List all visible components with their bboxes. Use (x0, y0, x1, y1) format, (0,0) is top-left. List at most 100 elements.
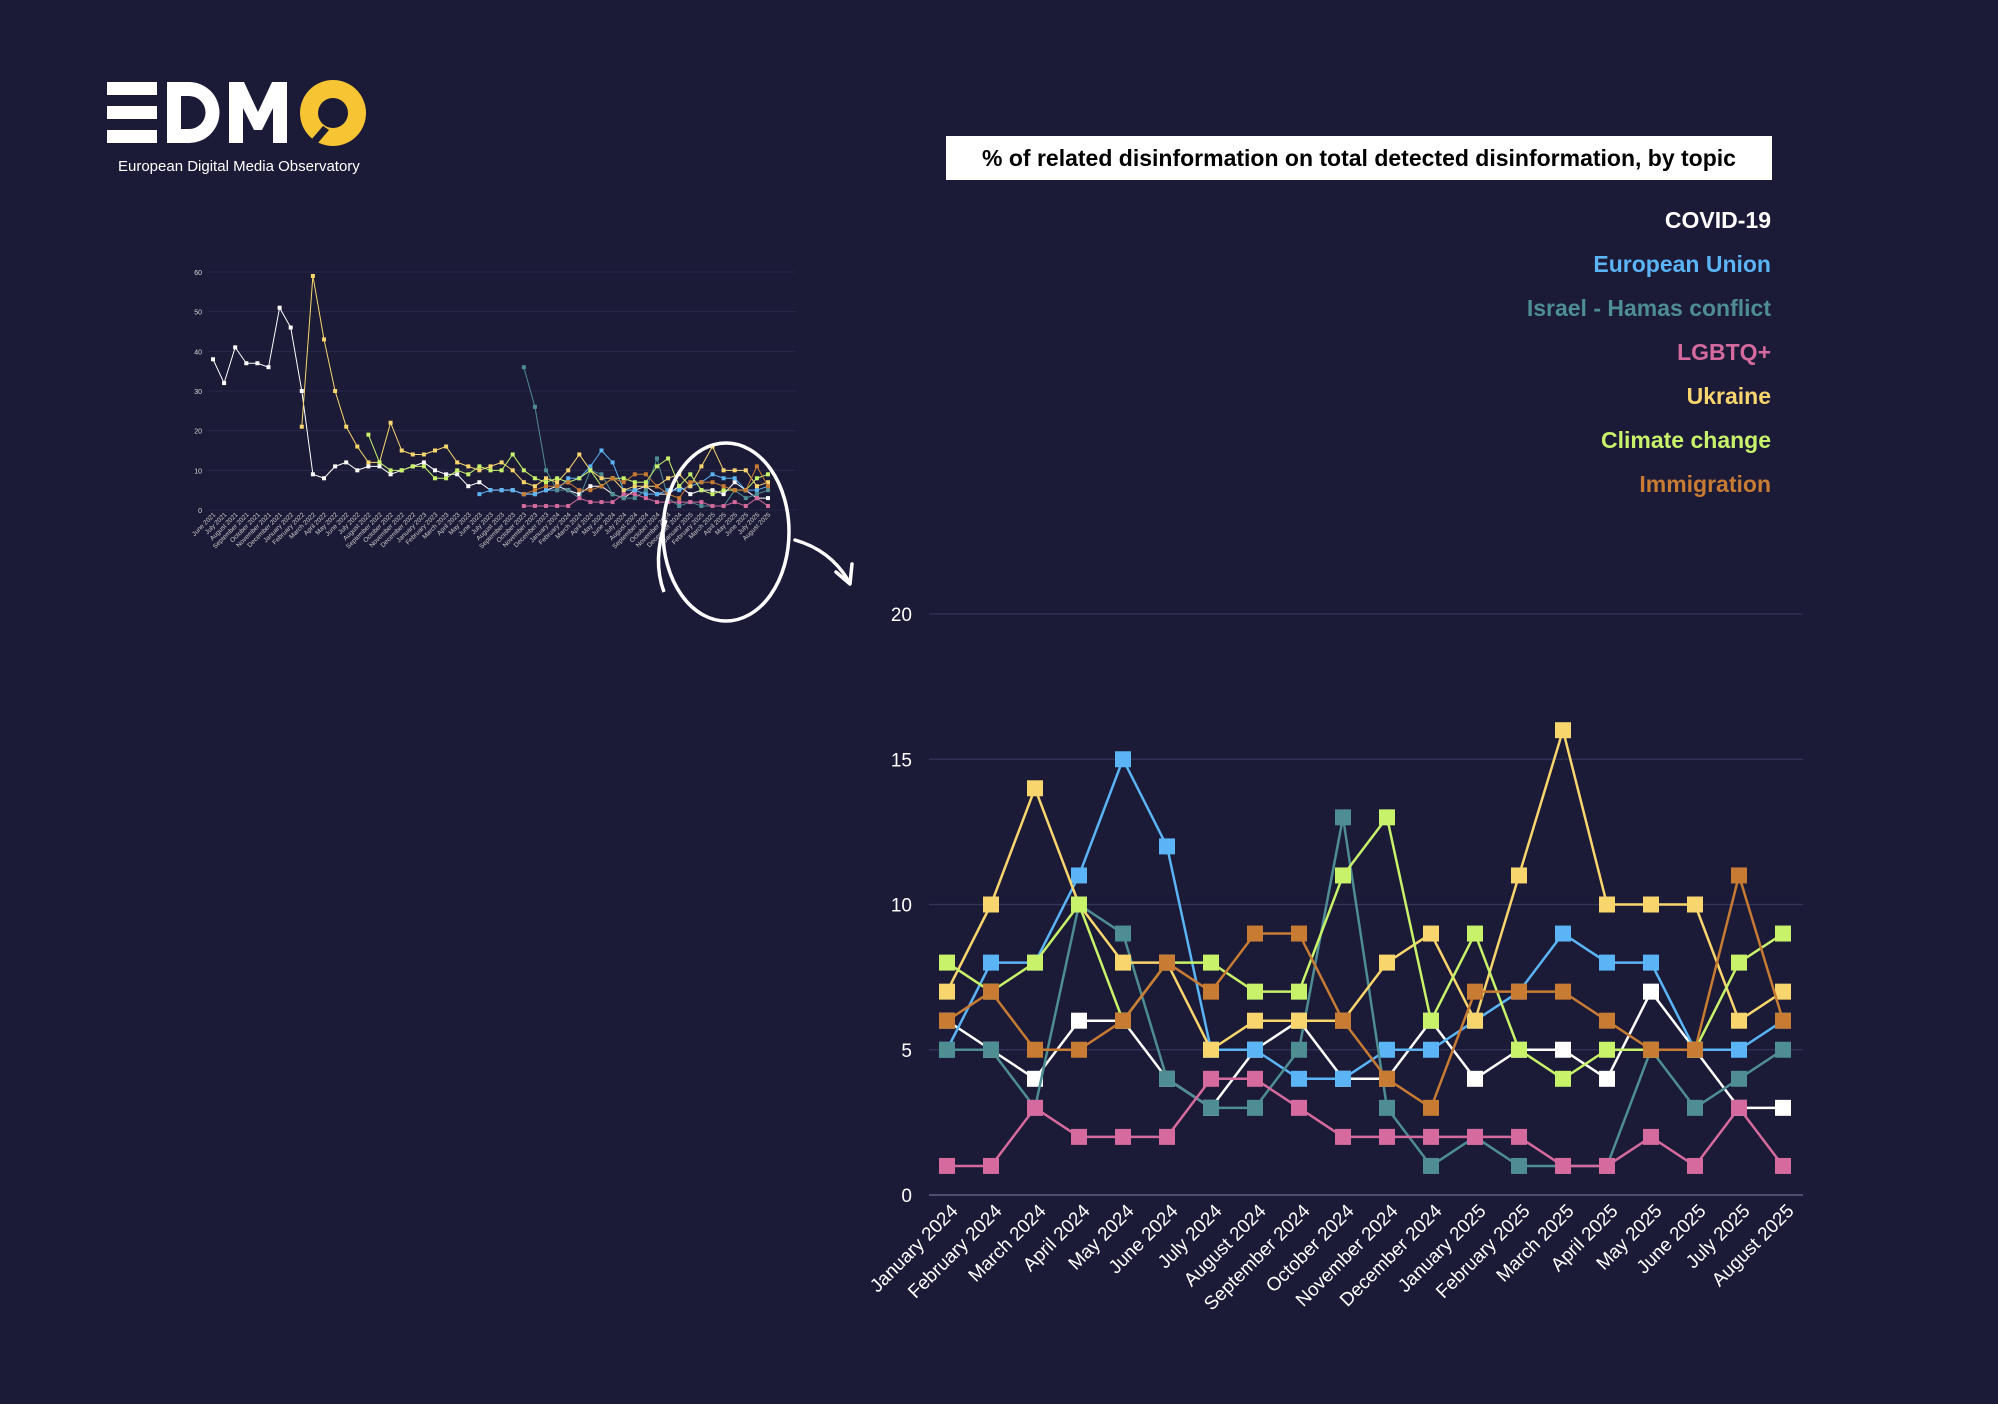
overview-data-point (521, 365, 526, 370)
overview-data-point (211, 357, 215, 362)
data-point (1555, 722, 1571, 739)
overview-data-point (555, 480, 560, 485)
overview-data-point (477, 492, 482, 497)
series-lgbtq (939, 1070, 1791, 1174)
data-point (1775, 1041, 1791, 1058)
data-point (939, 1012, 955, 1029)
overview-data-point (632, 484, 637, 489)
overview-data-point (433, 476, 437, 481)
overview-data-point (577, 452, 582, 457)
overview-data-point (366, 464, 371, 469)
arrow-head (834, 562, 854, 586)
data-point (1511, 1128, 1527, 1145)
data-point (1555, 925, 1571, 942)
overview-data-point (399, 468, 404, 473)
overview-data-point (333, 389, 338, 393)
overview-data-point (677, 504, 682, 509)
overview-data-point (544, 468, 548, 473)
legend-item-immigration: Immigration (1639, 471, 1771, 497)
overview-data-point (288, 325, 293, 330)
overview-data-point (510, 452, 515, 457)
data-point (1687, 1157, 1703, 1174)
overview-data-point (555, 504, 560, 509)
data-point (1203, 1099, 1219, 1116)
data-point (1247, 1012, 1263, 1029)
overview-data-point (721, 492, 726, 497)
overview-data-point (310, 472, 315, 477)
data-point (983, 954, 999, 971)
data-point (1775, 983, 1791, 1000)
overview-data-point (655, 456, 659, 461)
data-point (1511, 867, 1527, 884)
overview-data-point (355, 444, 360, 449)
overview-data-point (488, 468, 493, 473)
legend-item-climate-change: Climate change (1601, 427, 1771, 453)
overview-data-point (610, 492, 615, 497)
data-point (1555, 1041, 1571, 1058)
overview-data-point (477, 480, 482, 485)
overview-data-point (222, 381, 227, 386)
overview-data-point (510, 468, 515, 473)
data-point (1027, 1099, 1043, 1116)
data-point (1687, 1041, 1703, 1058)
overview-data-point (643, 496, 648, 501)
data-point (1203, 954, 1219, 971)
overview-data-point (743, 488, 748, 493)
overview-data-point (688, 500, 693, 505)
overview-data-point (444, 472, 449, 477)
overview-data-point (655, 500, 659, 505)
data-point (1599, 954, 1615, 971)
data-point (1599, 896, 1615, 913)
data-point (1775, 925, 1791, 942)
overview-data-point (544, 476, 548, 481)
overview-data-point (599, 476, 604, 481)
overview-data-point (699, 464, 704, 469)
overview-data-point (710, 480, 715, 485)
overview-data-point (510, 488, 515, 493)
overview-y-tick-label: 50 (194, 310, 202, 317)
overview-data-point (621, 492, 626, 497)
overview-data-point (566, 480, 571, 485)
overview-y-tick-label: 40 (194, 349, 202, 356)
legend-item-european-union: European Union (1593, 251, 1771, 277)
data-point (1247, 1099, 1263, 1116)
overview-data-point (233, 345, 238, 350)
overview-data-point (754, 476, 759, 481)
data-point (1379, 1128, 1395, 1145)
overview-data-point (344, 424, 349, 429)
overview-y-tick-label: 10 (194, 468, 202, 475)
data-point (983, 983, 999, 1000)
data-point (1687, 1099, 1703, 1116)
overview-data-point (544, 480, 548, 485)
overview-data-point (455, 468, 460, 473)
overview-data-point (655, 484, 659, 489)
legend-item-israel-hamas-conflict: Israel - Hamas conflict (1526, 295, 1771, 321)
data-point (1467, 983, 1483, 1000)
overview-data-point (433, 468, 437, 473)
data-point (1115, 751, 1131, 768)
overview-data-point (388, 468, 393, 473)
overview-data-point (599, 484, 604, 489)
y-tick-label: 15 (891, 750, 912, 771)
overview-data-point (643, 472, 648, 477)
overview-grid: 0 10 20 30 40 50 60 (194, 270, 795, 515)
overview-data-point (743, 496, 748, 501)
overview-data-point (477, 464, 482, 469)
overview-data-point (544, 488, 548, 493)
overview-data-point (754, 464, 759, 469)
overview-data-point (710, 504, 715, 509)
data-point (983, 1157, 999, 1174)
data-point (1731, 1099, 1747, 1116)
overview-data-point (532, 504, 537, 509)
overview-data-point (333, 464, 338, 469)
overview-data-point (754, 484, 759, 489)
overview-data-point (588, 484, 593, 489)
data-point (1203, 983, 1219, 1000)
overview-data-point (621, 496, 626, 501)
overview-data-point (766, 504, 770, 509)
zoom-annotation (656, 441, 854, 623)
overview-data-point (655, 492, 659, 497)
overview-data-point (677, 500, 682, 505)
overview-data-point (255, 361, 260, 366)
